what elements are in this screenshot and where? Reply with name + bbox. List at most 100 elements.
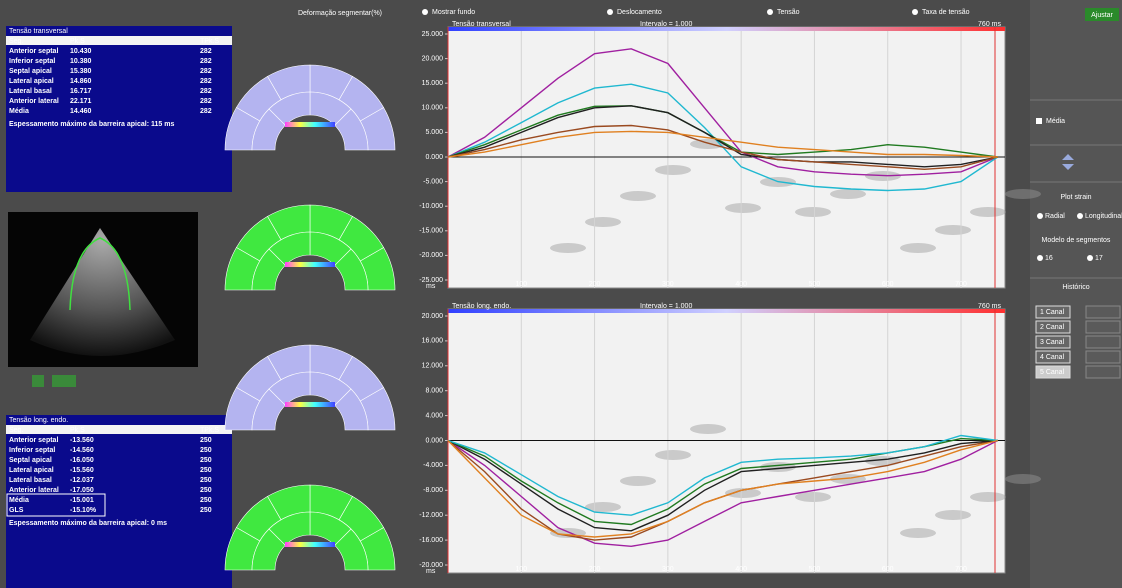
y-tick-label: -5.000 — [423, 178, 443, 185]
toolbar-option: Taxa de tensão — [922, 9, 970, 16]
channel-button[interactable] — [1035, 305, 1071, 319]
table-cell: 282 — [200, 78, 212, 85]
strain-curve — [447, 124, 998, 171]
bullseye-segment — [251, 248, 286, 291]
speckle — [585, 502, 621, 512]
speckle — [550, 243, 586, 253]
channel-field[interactable] — [1085, 350, 1121, 364]
x-tick-label: 200 — [589, 281, 601, 288]
channel-label: 1 Canal — [1040, 309, 1065, 316]
radio-button[interactable] — [1037, 213, 1043, 219]
table-cell: GLS — [9, 507, 24, 514]
channel-button[interactable] — [1035, 335, 1071, 349]
channel-field[interactable] — [1085, 335, 1121, 349]
strain-curve — [447, 439, 999, 548]
x-tick-label: 600 — [882, 281, 894, 288]
speckle — [585, 217, 621, 227]
table-cell: Lateral apical — [9, 78, 54, 85]
y-tick-label: 25.000 — [422, 31, 444, 38]
speckle — [620, 191, 656, 201]
table-header: Seg. — [9, 38, 23, 45]
table-cell: -17.050 — [70, 487, 94, 494]
checkbox[interactable] — [1036, 118, 1042, 124]
plot-annotation: Intervalo = 1.000 — [640, 303, 692, 310]
table-panel — [6, 415, 232, 588]
plot-title: Tensão transversal — [452, 21, 511, 28]
speckle — [935, 510, 971, 520]
group-title: Modelo de segmentos — [1042, 237, 1111, 244]
table-cell: -16.050 — [70, 457, 94, 464]
radio-button[interactable] — [422, 9, 428, 15]
table-cell: -15.001 — [70, 497, 94, 504]
highlight-box — [6, 493, 106, 517]
channel-field[interactable] — [1085, 305, 1121, 319]
header-bar — [448, 27, 1005, 31]
table-cell: 250 — [200, 437, 212, 444]
bullseye-title: Deformação segmentar(%) — [298, 10, 382, 17]
radio-label: Longitudinal — [1085, 213, 1122, 220]
y-tick-label: -16.000 — [419, 537, 443, 544]
frame-button[interactable] — [52, 375, 76, 387]
table-cell: Lateral apical — [9, 467, 54, 474]
radio-button[interactable] — [912, 9, 918, 15]
x-tick-label: 200 — [589, 566, 601, 573]
table-title: Tensão transversal — [9, 28, 68, 35]
channel-button[interactable] — [1035, 350, 1071, 364]
x-tick-label: 300 — [662, 566, 674, 573]
radio-button[interactable] — [1037, 255, 1043, 261]
table-cell: -14.560 — [70, 447, 94, 454]
y-tick-label: -20.000 — [419, 252, 443, 259]
table-cell: 22.171 — [70, 98, 92, 105]
speckle — [1005, 189, 1041, 199]
speckle — [970, 207, 1006, 217]
table-cell: 14.460 — [70, 108, 92, 115]
table-cell: 282 — [200, 98, 212, 105]
channel-field[interactable] — [1085, 365, 1121, 379]
y-tick-label: -25.000 — [419, 277, 443, 284]
speckle — [725, 488, 761, 498]
toolbar-option: Mostrar fundo — [432, 9, 475, 16]
x-unit: ms — [426, 568, 436, 575]
radio-button[interactable] — [1087, 255, 1093, 261]
radio-button[interactable] — [1077, 213, 1083, 219]
radio-button[interactable] — [767, 9, 773, 15]
x-tick-label: 100 — [515, 566, 527, 573]
y-tick-label: -4.000 — [423, 462, 443, 469]
table-cell: 250 — [200, 467, 212, 474]
table-title: Tensão long. endo. — [9, 417, 68, 424]
channel-button[interactable] — [1035, 320, 1071, 334]
table-cell: 282 — [200, 88, 212, 95]
speckle — [655, 450, 691, 460]
radio-button[interactable] — [607, 9, 613, 15]
table-cell: 15.380 — [70, 68, 92, 75]
table-panel — [6, 26, 232, 192]
channel-button[interactable] — [1035, 365, 1071, 379]
echo-sector — [30, 228, 175, 356]
table-cell: 14.860 — [70, 78, 92, 85]
table-header: Pk.S — [70, 427, 85, 434]
y-tick-label: 20.000 — [422, 55, 444, 62]
strain-curve — [447, 439, 998, 532]
channel-field[interactable] — [1085, 320, 1121, 334]
speckle — [1005, 474, 1041, 484]
plot-title: Tensão long. endo. — [452, 303, 511, 310]
radio-label: 17 — [1095, 255, 1103, 262]
channel-label: 2 Canal — [1040, 324, 1065, 331]
table-cell: Lateral basal — [9, 477, 52, 484]
table-cell: -15.560 — [70, 467, 94, 474]
side-panel — [1030, 0, 1122, 588]
table-cell: 250 — [200, 477, 212, 484]
scroll-arrows[interactable] — [1062, 154, 1074, 170]
y-tick-label: 8.000 — [425, 388, 443, 395]
y-tick-label: 20.000 — [422, 313, 444, 320]
strain-curve — [447, 439, 998, 538]
speckle — [795, 207, 831, 217]
y-tick-label: -20.000 — [419, 562, 443, 569]
play-button[interactable] — [32, 375, 44, 387]
adjust-button[interactable] — [1085, 8, 1119, 21]
bullseye-segment — [251, 528, 286, 571]
x-tick-label: 300 — [662, 281, 674, 288]
speckle — [690, 424, 726, 434]
strain-curve — [447, 105, 998, 168]
